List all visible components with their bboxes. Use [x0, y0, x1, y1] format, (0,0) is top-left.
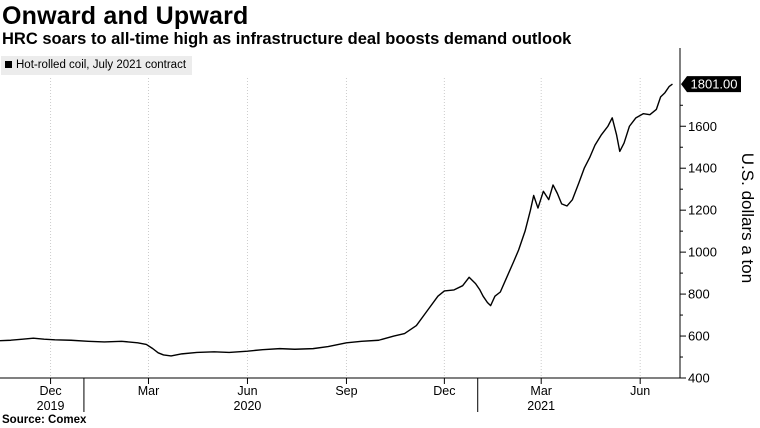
- y-tick-label: 1400: [688, 161, 717, 176]
- y-tick-label: 400: [688, 371, 710, 386]
- y-tick-label: 800: [688, 287, 710, 302]
- y-tick-label: 600: [688, 329, 710, 344]
- x-tick-label: Jun: [237, 384, 257, 398]
- series-line-hot-rolled-coil: [0, 83, 673, 357]
- x-tick-label: Sep: [335, 384, 357, 398]
- legend-swatch: [5, 61, 12, 68]
- y-axis-title: U.S. dollars a ton: [738, 153, 757, 283]
- x-tick-label: Jun: [630, 384, 650, 398]
- x-tick-label: Dec: [433, 384, 455, 398]
- legend: Hot-rolled coil, July 2021 contract: [1, 56, 193, 75]
- last-value-callout: [681, 76, 741, 93]
- x-tick-label: Mar: [530, 384, 552, 398]
- chart-title: Onward and Upward: [2, 2, 249, 30]
- y-tick-label: 1200: [688, 203, 717, 218]
- x-year-label: 2020: [234, 399, 262, 413]
- y-tick-label: 1000: [688, 245, 717, 260]
- x-year-label: 2021: [527, 399, 555, 413]
- chart-subtitle: HRC soars to all-time high as infrastruc…: [2, 30, 572, 48]
- x-year-label: 2019: [37, 399, 65, 413]
- source-note: Source: Comex: [2, 414, 87, 426]
- last-value-label: 1801.00: [691, 77, 738, 92]
- y-tick-label: 1600: [688, 119, 717, 134]
- x-tick-label: Dec: [39, 384, 61, 398]
- legend-label: Hot-rolled coil, July 2021 contract: [16, 59, 187, 71]
- x-tick-label: Mar: [138, 384, 160, 398]
